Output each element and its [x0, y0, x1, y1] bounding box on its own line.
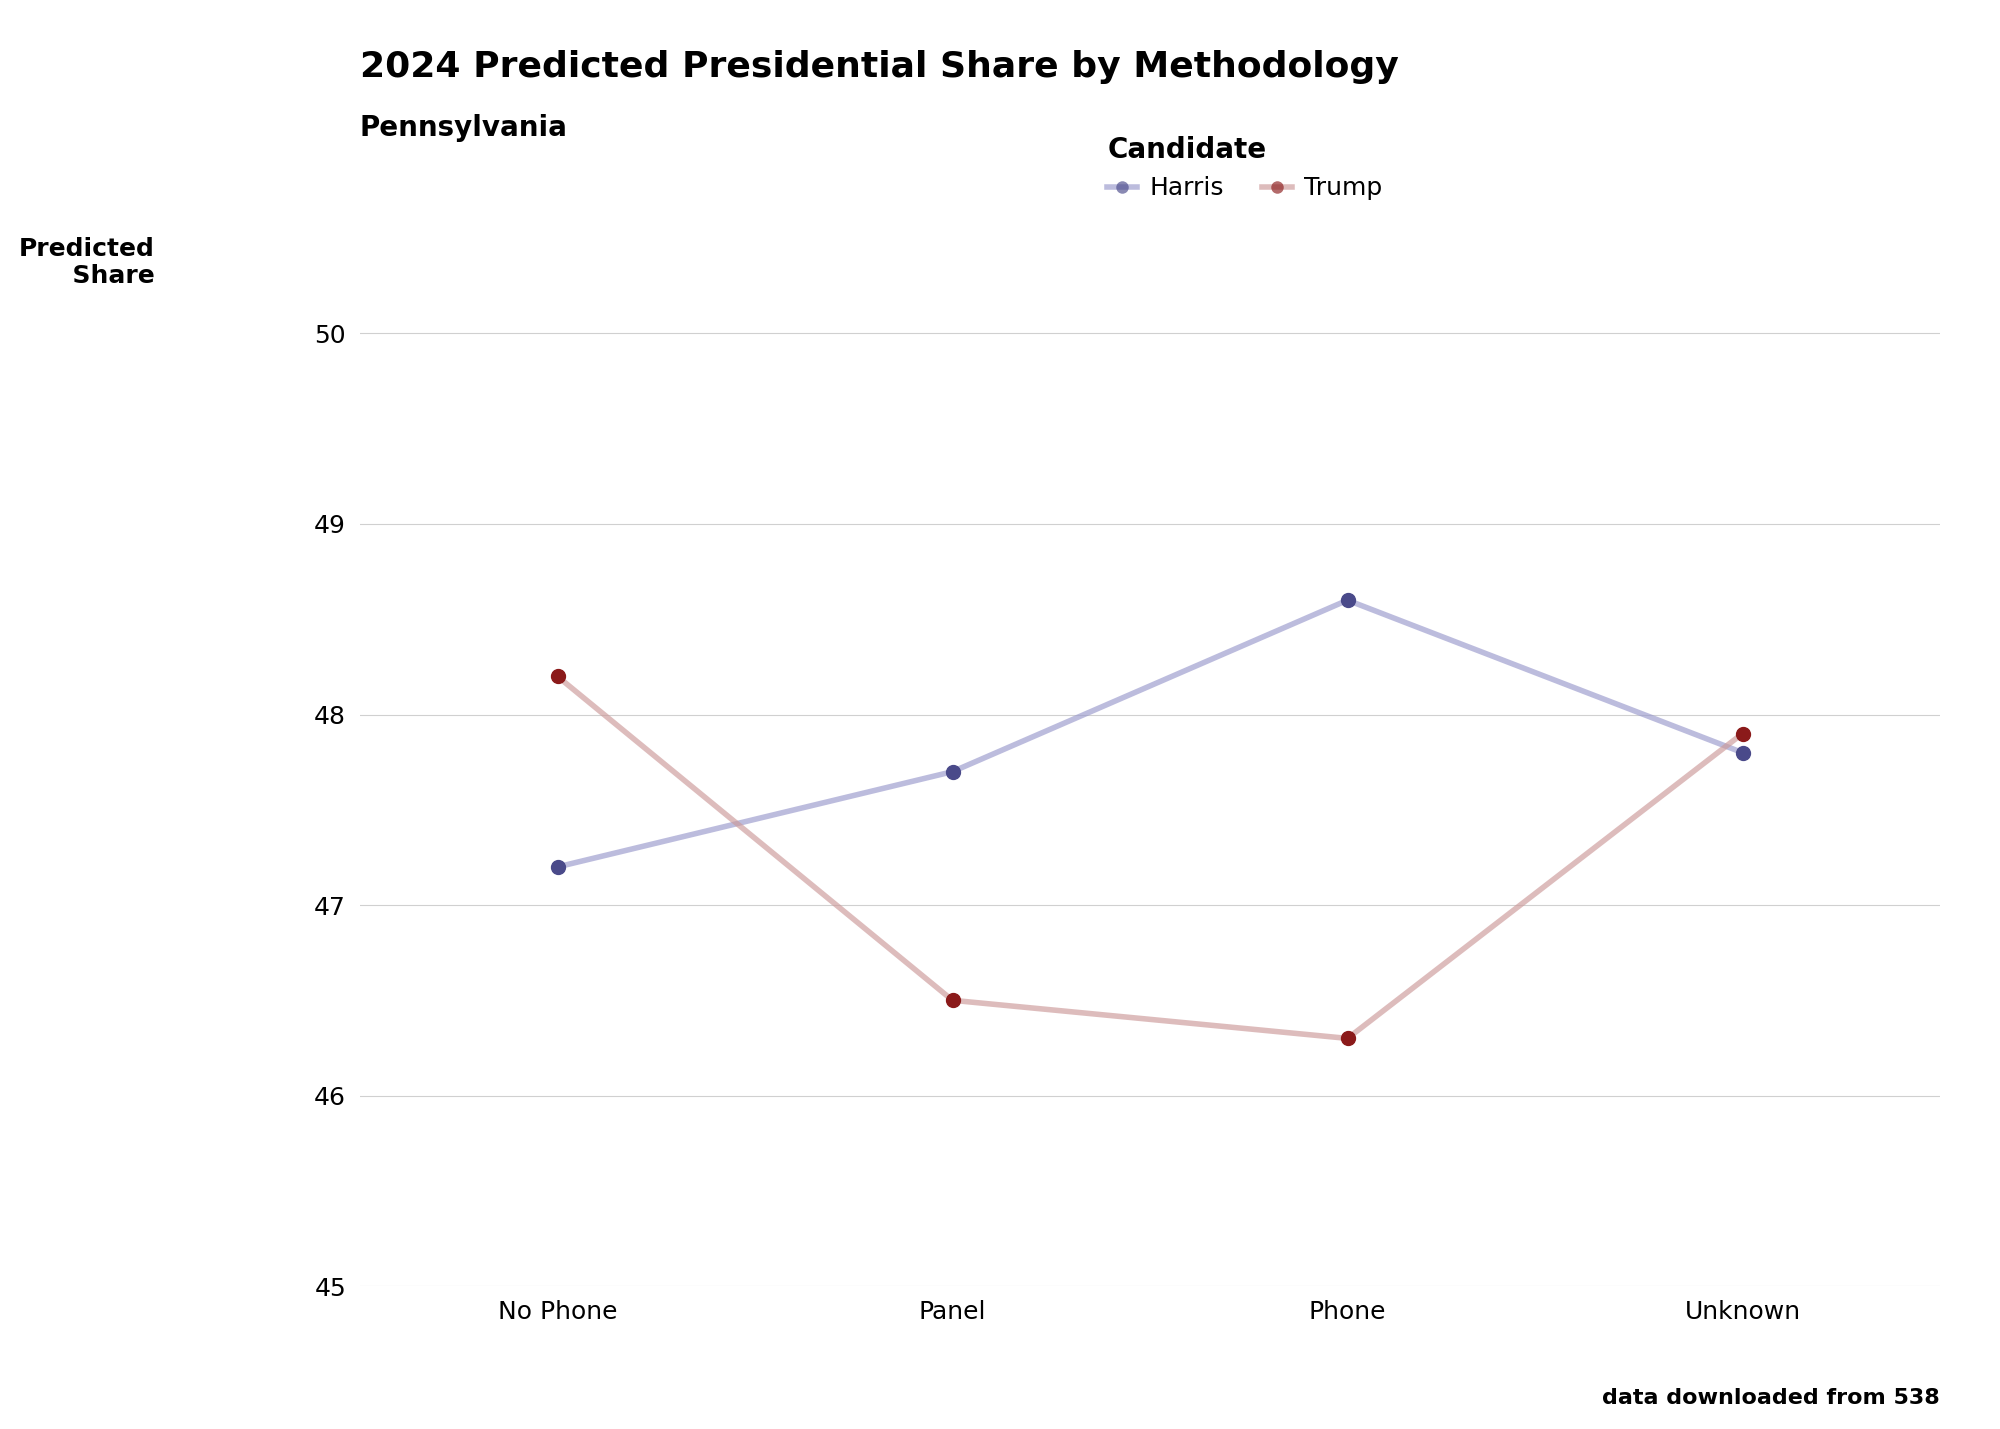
Text: data downloaded from 538: data downloaded from 538 — [1602, 1388, 1940, 1408]
Text: Predicted
  Share: Predicted Share — [18, 237, 154, 289]
Point — [542, 664, 574, 687]
Point — [1726, 742, 1758, 765]
Point — [1332, 1027, 1364, 1050]
Point — [1332, 589, 1364, 612]
Legend: Harris, Trump: Harris, Trump — [1108, 136, 1382, 200]
Point — [542, 856, 574, 879]
Point — [1726, 722, 1758, 745]
Point — [936, 989, 968, 1012]
Text: Pennsylvania: Pennsylvania — [360, 114, 568, 143]
Text: 2024 Predicted Presidential Share by Methodology: 2024 Predicted Presidential Share by Met… — [360, 50, 1398, 84]
Point — [936, 760, 968, 783]
